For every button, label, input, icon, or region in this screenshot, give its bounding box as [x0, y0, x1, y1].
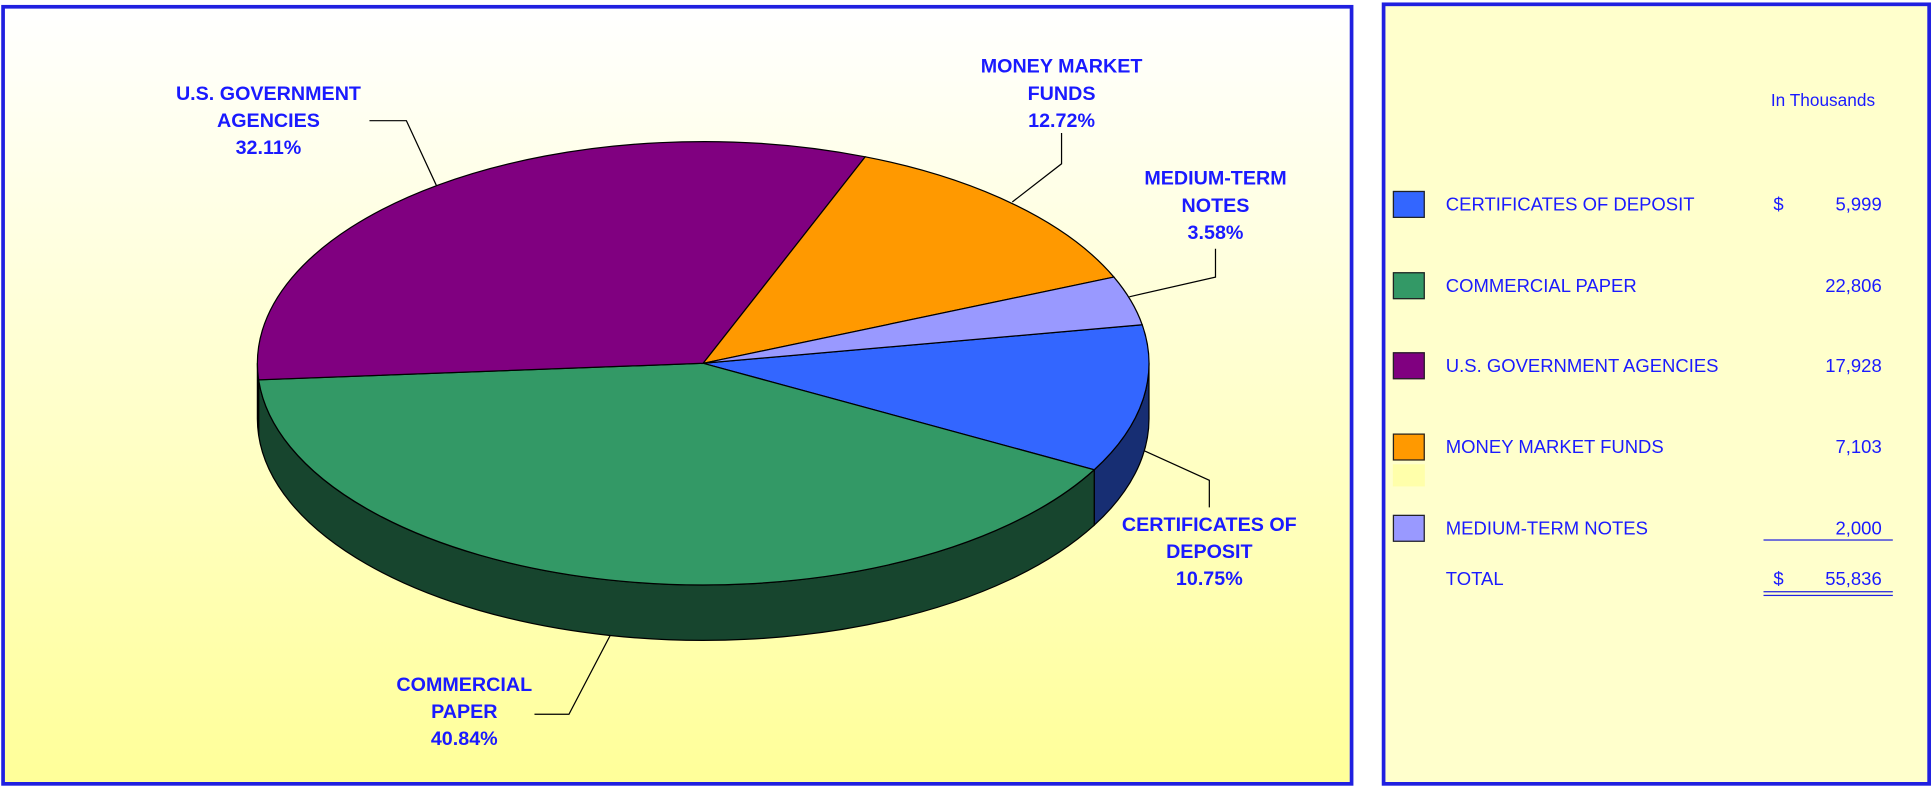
slice-label: MEDIUM-TERM NOTES 3.58% — [1123, 166, 1308, 247]
legend-swatch — [1392, 190, 1425, 218]
leader-line — [369, 120, 438, 188]
legend-amount: 22,806 — [1825, 275, 1882, 297]
leader-lines — [369, 120, 1217, 715]
underline — [1763, 539, 1893, 541]
slice-name: MEDIUM-TERM NOTES — [1144, 168, 1287, 217]
pie-slice — [703, 276, 1144, 364]
slice-label: U.S. GOVERNMENT AGENCIES 32.11% — [139, 81, 398, 162]
legend-swatch — [1392, 514, 1425, 542]
unit-note: In Thousands — [1770, 89, 1876, 110]
slice-percent: 32.11% — [235, 137, 302, 159]
total-label: TOTAL — [1445, 568, 1504, 590]
legend-label: MONEY MARKET FUNDS — [1445, 437, 1664, 459]
slice-percent: 40.84% — [430, 729, 498, 750]
legend-label: MEDIUM-TERM NOTES — [1445, 518, 1648, 540]
slice-label: MONEY MARKET FUNDS 12.72% — [957, 54, 1166, 135]
slice-name: MONEY MARKET FUNDS — [980, 56, 1143, 105]
currency-sign: $ — [1773, 194, 1784, 216]
slice-label: COMMERCIAL PAPER 40.84% — [372, 672, 557, 753]
slice-percent: 12.72% — [1028, 110, 1095, 132]
slice-percent: 10.75% — [1175, 568, 1243, 590]
legend-swatch — [1392, 272, 1425, 300]
pie — [256, 141, 1150, 641]
legend-label: U.S. GOVERNMENT AGENCIES — [1445, 355, 1719, 377]
slice-label: CERTIFICATES OF DEPOSIT 10.75% — [1117, 512, 1302, 593]
slice-percent: 3.58% — [1187, 222, 1244, 244]
legend-swatch — [1392, 433, 1425, 461]
pie-slice — [703, 324, 1150, 471]
pie-slice — [256, 141, 867, 381]
legend-label: COMMERCIAL PAPER — [1445, 275, 1637, 297]
slice-name: COMMERCIAL PAPER — [396, 674, 533, 723]
slice-name: U.S. GOVERNMENT AGENCIES — [175, 83, 361, 132]
legend-amount: 17,928 — [1825, 355, 1882, 377]
legend-panel — [1381, 2, 1931, 786]
decoration — [1392, 464, 1425, 487]
leader-line — [1129, 248, 1217, 298]
legend-swatch — [1392, 352, 1425, 380]
legend-label: CERTIFICATES OF DEPOSIT — [1445, 194, 1695, 216]
currency-sign: $ — [1773, 568, 1784, 590]
total-amount: 55,836 — [1825, 568, 1882, 590]
pie-slice — [257, 362, 1096, 586]
double-underline — [1763, 591, 1893, 593]
leader-line — [1143, 450, 1210, 508]
legend-amount: 7,103 — [1835, 437, 1882, 459]
slice-name: CERTIFICATES OF DEPOSIT — [1121, 514, 1297, 563]
legend-amount: 2,000 — [1835, 518, 1882, 540]
double-underline — [1763, 594, 1893, 597]
leader-line — [534, 633, 612, 715]
legend-amount: 5,999 — [1835, 194, 1882, 216]
leader-line — [1011, 133, 1063, 203]
pie-slice — [701, 156, 1116, 365]
